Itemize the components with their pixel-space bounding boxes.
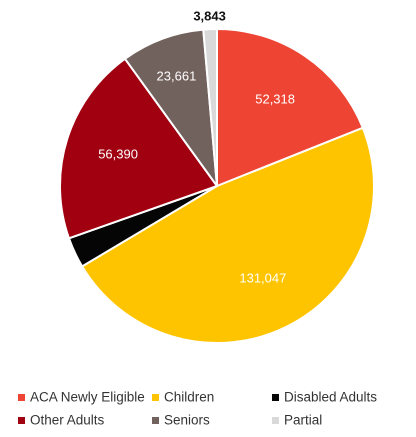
legend-swatch-aca-newly-eligible [18, 394, 25, 401]
legend-swatch-seniors [152, 417, 159, 424]
data-label-other-adults: 56,390 [98, 147, 138, 162]
data-label-aca-newly-eligible: 52,318 [255, 92, 295, 107]
data-label-seniors: 23,661 [157, 69, 197, 84]
data-label-children: 131,047 [239, 270, 286, 285]
legend-item-seniors: Seniors [152, 413, 210, 428]
legend-swatch-disabled-adults [272, 394, 279, 401]
legend-item-partial: Partial [272, 413, 322, 428]
legend-swatch-other-adults [18, 417, 25, 424]
chart-legend: ACA Newly Eligible Children Disabled Adult… [18, 390, 377, 428]
pie-slice-partial [202, 28, 218, 187]
data-label-partial: 3,843 [193, 9, 226, 24]
pie-slice-seniors [123, 28, 218, 187]
pie-slice-aca-newly-eligible [216, 28, 364, 187]
pie-slice-children [81, 126, 375, 344]
legend-label-children: Children [164, 390, 214, 405]
legend-item-other-adults: Other Adults [18, 413, 105, 428]
legend-swatch-children [152, 394, 159, 401]
legend-item-children: Children [152, 390, 214, 405]
legend-label-aca-newly-eligible: ACA Newly Eligible [30, 390, 145, 405]
legend-label-other-adults: Other Adults [30, 413, 105, 428]
legend-label-seniors: Seniors [164, 413, 210, 428]
pie-slices [59, 28, 375, 344]
legend-item-aca-newly-eligible: ACA Newly Eligible [18, 390, 145, 405]
legend-swatch-partial [272, 417, 279, 424]
legend-item-disabled-adults: Disabled Adults [272, 390, 377, 405]
pie-slice-other-adults [59, 57, 218, 240]
legend-label-partial: Partial [284, 413, 322, 428]
legend-label-disabled-adults: Disabled Adults [284, 390, 377, 405]
pie-data-labels: 52,318 131,047 56,390 23,661 3,843 [98, 9, 295, 286]
